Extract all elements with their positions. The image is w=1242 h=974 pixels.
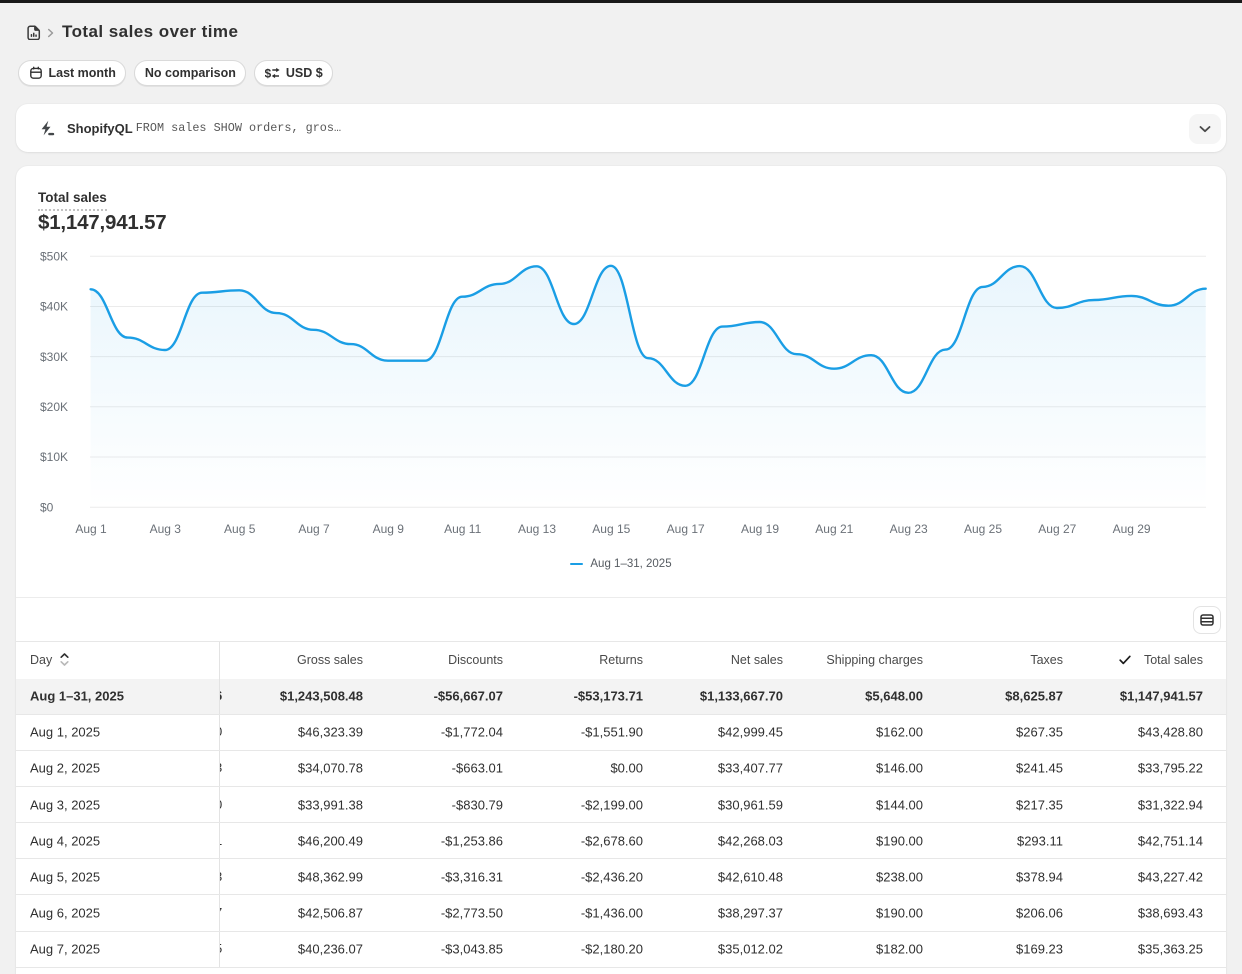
svg-text:Aug 3: Aug 3 — [150, 522, 182, 536]
svg-text:Aug 5: Aug 5 — [224, 522, 256, 536]
svg-text:Aug 19: Aug 19 — [741, 522, 779, 536]
svg-text:Aug 17: Aug 17 — [667, 522, 705, 536]
svg-text:Aug 21: Aug 21 — [815, 522, 853, 536]
svg-text:Aug 7: Aug 7 — [298, 522, 330, 536]
svg-text:$: $ — [265, 66, 272, 80]
svg-text:Aug 9: Aug 9 — [373, 522, 405, 536]
svg-text:$50K: $50K — [40, 250, 68, 264]
svg-text:$0: $0 — [40, 500, 54, 514]
svg-text:$40K: $40K — [40, 300, 68, 314]
svg-text:Aug 29: Aug 29 — [1113, 522, 1151, 536]
svg-text:Aug 15: Aug 15 — [592, 522, 630, 536]
svg-text:$10K: $10K — [40, 450, 68, 464]
svg-text:Aug 13: Aug 13 — [518, 522, 556, 536]
svg-text:$30K: $30K — [40, 350, 68, 364]
svg-text:Aug 23: Aug 23 — [890, 522, 928, 536]
svg-text:Aug 1: Aug 1 — [75, 522, 107, 536]
svg-text:Aug 11: Aug 11 — [444, 522, 481, 536]
svg-text:Aug 25: Aug 25 — [964, 522, 1002, 536]
svg-text:Aug 27: Aug 27 — [1038, 522, 1076, 536]
svg-text:$20K: $20K — [40, 400, 68, 414]
